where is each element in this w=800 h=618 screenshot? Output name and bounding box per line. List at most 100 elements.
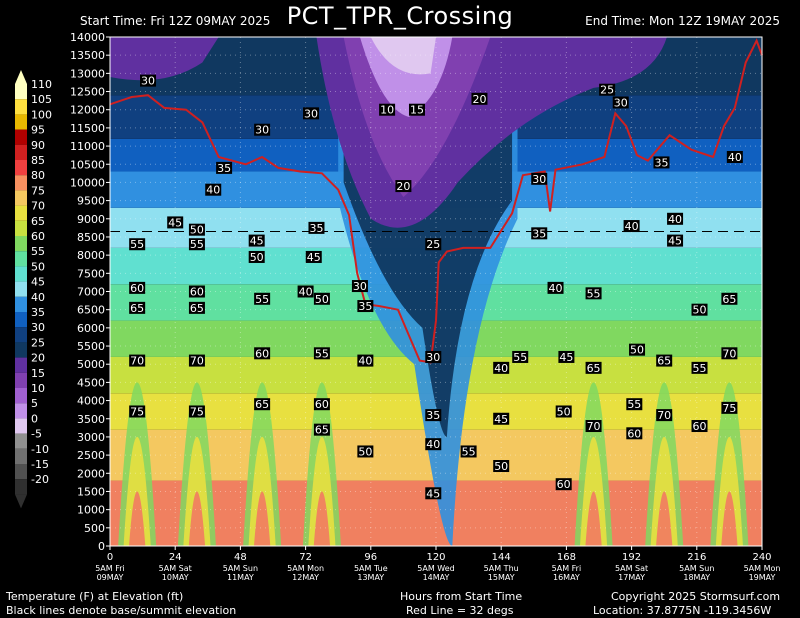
x-tick-label: 96 (364, 552, 377, 563)
y-tick-label: 5000 (77, 358, 105, 371)
contour-label-box (726, 150, 743, 163)
x-tick-label: 144 (492, 552, 511, 563)
color-legend-label: -20 (31, 473, 49, 486)
day-label-date: 15MAY (488, 573, 515, 582)
y-tick-label: 9500 (77, 195, 105, 208)
color-legend-swatch (15, 403, 27, 419)
day-label-weekday: 5AM Tue (354, 564, 388, 573)
color-legend-label: 80 (31, 169, 45, 182)
contour-label: 70 (130, 355, 144, 368)
contour-label-box (308, 221, 325, 234)
contour-label-box (188, 405, 205, 418)
y-tick-label: 10000 (70, 176, 105, 189)
color-legend-label: 35 (31, 306, 45, 319)
contour-label: 25 (600, 84, 614, 97)
contour-label: 55 (255, 293, 269, 306)
contour-label-box (626, 398, 643, 411)
contour-label: 70 (657, 409, 671, 422)
contour-label: 55 (587, 287, 601, 300)
contour-label-box (188, 354, 205, 367)
footer-location: Location: 37.8775N -119.3456W (593, 604, 772, 617)
contour-label-box (357, 354, 374, 367)
contour-label: 30 (532, 173, 546, 186)
day-label-date: 13MAY (357, 573, 384, 582)
color-legend-label: 10 (31, 382, 45, 395)
contour-label-box (248, 234, 265, 247)
day-label-date: 17MAY (618, 573, 645, 582)
contour-label: 30 (304, 107, 318, 120)
day-label-date: 18MAY (683, 573, 710, 582)
contour-label-box (558, 350, 575, 363)
contour-label-box (599, 83, 616, 96)
contour-label-box (629, 343, 646, 356)
color-legend-swatch (15, 418, 27, 434)
contour-label-box (254, 347, 271, 360)
y-tick-label: 3000 (77, 431, 105, 444)
contour-label-box (667, 212, 684, 225)
day-label-weekday: 5AM Wed (417, 564, 454, 573)
contour-label-box (313, 398, 330, 411)
warm-plume-core (650, 436, 678, 546)
contour-label-box (205, 183, 222, 196)
contour-label: 40 (625, 220, 639, 233)
x-tick-label: 168 (557, 552, 576, 563)
y-tick-label: 8500 (77, 231, 105, 244)
contour-label: 40 (728, 151, 742, 164)
contour-label: 50 (358, 445, 372, 458)
contour-label: 50 (557, 405, 571, 418)
color-legend: 1101051009590858075706560555045403530252… (15, 70, 52, 509)
contour-label: 50 (190, 224, 204, 237)
contour-label: 75 (190, 405, 204, 418)
contour-label-box (188, 285, 205, 298)
y-tick-label: 12000 (70, 104, 105, 117)
contour-label-box (656, 354, 673, 367)
contour-label-box (425, 238, 442, 251)
contour-label: 45 (494, 413, 508, 426)
color-legend-label: 20 (31, 352, 45, 365)
contour-label-box (379, 103, 396, 116)
contour-label: 70 (587, 420, 601, 433)
contour-label-box (313, 423, 330, 436)
cold-pool-center (370, 37, 436, 75)
y-tick-label: 11500 (70, 122, 105, 135)
contour-label-box (305, 250, 322, 263)
contour-label-box (425, 350, 442, 363)
contour-label: 30 (614, 96, 628, 109)
day-label-date: 16MAY (553, 573, 580, 582)
color-legend-label: 30 (31, 321, 45, 334)
contour-label-box (585, 287, 602, 300)
warm-plume-peak (721, 491, 738, 546)
contour-label: 50 (630, 344, 644, 357)
contour-label-box (612, 96, 629, 109)
color-legend-top-arrow (15, 70, 27, 84)
color-legend-swatch (15, 479, 27, 495)
contour-label: 30 (255, 124, 269, 137)
warm-plume-core (308, 436, 336, 546)
y-tick-label: 1500 (77, 485, 105, 498)
contour-label: 60 (627, 427, 641, 440)
color-legend-label: 95 (31, 124, 45, 137)
x-tick-label: 0 (107, 552, 113, 563)
contour-label-box (297, 285, 314, 298)
contour-label: 65 (255, 398, 269, 411)
contour-label-box (254, 292, 271, 305)
contour-label-box (129, 238, 146, 251)
day-label-weekday: 5AM Thu (484, 564, 519, 573)
day-label-weekday: 5AM Sat (159, 564, 192, 573)
day-label-weekday: 5AM Sun (223, 564, 258, 573)
contour-label-box (493, 412, 510, 425)
contour-label: 35 (358, 300, 372, 313)
y-tick-label: 7500 (77, 267, 105, 280)
color-legend-label: 55 (31, 245, 45, 258)
day-label-weekday: 5AM Fri (95, 564, 125, 573)
contour-label: 55 (315, 347, 329, 360)
contour-label-box (493, 460, 510, 473)
contour-label-box (351, 280, 368, 293)
y-tick-label: 500 (84, 522, 105, 535)
day-label-weekday: 5AM Sat (615, 564, 648, 573)
color-legend-swatch (15, 144, 27, 160)
contour-label: 40 (494, 362, 508, 375)
color-legend-label: 15 (31, 367, 45, 380)
day-label-weekday: 5AM Sun (679, 564, 714, 573)
y-tick-label: 13000 (70, 67, 105, 80)
